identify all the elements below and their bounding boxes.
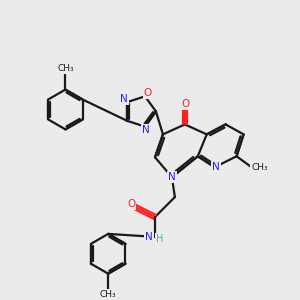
Text: N: N bbox=[142, 124, 150, 135]
Text: N: N bbox=[120, 94, 128, 104]
Text: CH₃: CH₃ bbox=[251, 163, 268, 172]
Text: CH₃: CH₃ bbox=[57, 64, 74, 73]
Text: O: O bbox=[144, 88, 152, 98]
Text: CH₃: CH₃ bbox=[100, 290, 116, 299]
Text: N: N bbox=[212, 162, 220, 172]
Text: N: N bbox=[168, 172, 176, 182]
Text: H: H bbox=[156, 234, 164, 244]
Text: O: O bbox=[182, 98, 190, 109]
Text: N: N bbox=[145, 232, 153, 242]
Text: O: O bbox=[127, 199, 135, 209]
